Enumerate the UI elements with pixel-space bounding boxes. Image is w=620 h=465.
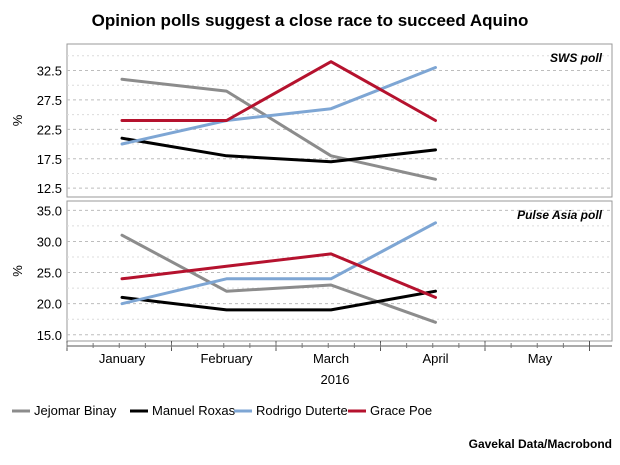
y-tick-label: 25.0	[37, 266, 62, 281]
y-tick-label: 35.0	[37, 203, 62, 218]
series-line-manuel-roxas	[120, 136, 437, 164]
legend-label: Jejomar Binay	[34, 403, 117, 418]
y-axis-label: %	[10, 114, 25, 126]
x-tick-label: January	[99, 351, 146, 366]
series-line-manuel-roxas	[120, 289, 437, 312]
y-tick-label: 15.0	[37, 328, 62, 343]
series-line-grace-poe	[120, 60, 437, 122]
y-tick-label: 30.0	[37, 234, 62, 249]
y-tick-label: 32.5	[37, 63, 62, 78]
legend: Jejomar Binay Manuel Roxas Rodrigo Duterte…	[12, 403, 432, 418]
panel-title: Pulse Asia poll	[517, 208, 603, 222]
panels: 12.5 17.5 22.5 27.5 32.5 SWS poll% 15.0 20.0 25.…	[10, 43, 613, 343]
chart-title: Opinion polls suggest a close race to su…	[92, 11, 529, 30]
y-axis-label: %	[10, 265, 25, 277]
series-line-grace-poe	[120, 252, 437, 299]
y-tick-label: 22.5	[37, 122, 62, 137]
x-tick-label: April	[422, 351, 448, 366]
panel-frame	[66, 200, 613, 342]
x-tick-label: March	[313, 351, 349, 366]
panel-1: 12.5 17.5 22.5 27.5 32.5 SWS poll%	[10, 43, 613, 198]
y-tick-label: 27.5	[37, 93, 62, 108]
source-label: Gavekal Data/Macrobond	[469, 437, 612, 451]
series-line-rodrigo-duterte	[120, 66, 437, 146]
x-tick-label: May	[528, 351, 553, 366]
panel-title: SWS poll	[550, 51, 603, 65]
y-tick-label: 17.5	[37, 152, 62, 167]
legend-label: Manuel Roxas	[152, 403, 236, 418]
y-tick-label: 20.0	[37, 297, 62, 312]
panel-frame	[66, 43, 613, 198]
x-axis-label: 2016	[321, 372, 350, 387]
legend-label: Grace Poe	[370, 403, 432, 418]
series-line-jejomar-binay	[120, 77, 437, 181]
x-tick-label: February	[200, 351, 253, 366]
y-tick-label: 12.5	[37, 181, 62, 196]
series-line-jejomar-binay	[120, 233, 437, 324]
series-line-rodrigo-duterte	[120, 221, 437, 306]
panel-2: 15.0 20.0 25.0 30.0 35.0 Pulse Asia poll%	[10, 200, 613, 343]
x-axis: January February March April May	[66, 341, 612, 366]
legend-label: Rodrigo Duterte	[256, 403, 348, 418]
